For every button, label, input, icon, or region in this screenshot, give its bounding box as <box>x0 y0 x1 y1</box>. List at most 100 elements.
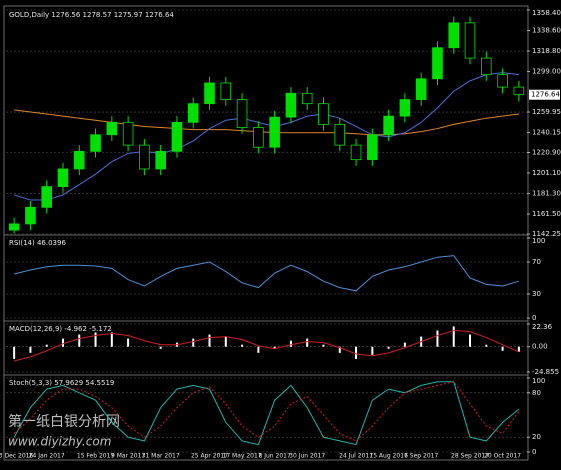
macd-bar <box>355 346 358 359</box>
candle-body <box>8 223 20 231</box>
macd-bar <box>501 346 504 351</box>
y-tick-label: 1142.25 <box>532 230 561 238</box>
candle-body <box>73 150 85 170</box>
y-tick-label: 1220.90 <box>532 148 561 156</box>
macd-bar <box>338 346 341 353</box>
y-tick-label: 100 <box>532 377 545 385</box>
y-tick-label: 1318.80 <box>532 47 561 55</box>
macd-bar <box>159 346 162 349</box>
panel-title: GOLD,Daily 1276.56 1278.57 1275.97 1276.… <box>9 11 174 19</box>
candle-body <box>204 82 215 105</box>
y-tick-label: 0 <box>532 314 536 322</box>
candle-body <box>301 92 313 105</box>
y-tick-label: 1201.10 <box>532 169 561 177</box>
y-tick-label: 30 <box>532 290 541 298</box>
macd-bar <box>94 332 97 347</box>
y-tick-label: 1259.95 <box>532 108 561 116</box>
macd-bar <box>322 344 325 347</box>
macd-bar <box>517 346 520 352</box>
candle-body <box>25 206 36 225</box>
candle-body <box>220 82 232 100</box>
y-tick-label: 20 <box>532 433 541 441</box>
macd-bar <box>436 330 439 347</box>
macd-bar <box>403 342 406 347</box>
macd-bar <box>192 338 195 347</box>
x-tick-label: 28 Sep 2017 <box>451 453 489 460</box>
y-tick-label: 1181.30 <box>532 190 561 198</box>
y-tick-label: 22.36 <box>532 323 553 331</box>
macd-bar <box>29 346 32 353</box>
x-tick-label: 8 Jun 2017 <box>259 453 291 460</box>
moving-average <box>14 109 519 136</box>
y-tick-label: 70 <box>532 258 541 266</box>
macd-bar <box>127 338 130 347</box>
x-tick-label: 9 Mar 2017 <box>111 453 145 460</box>
x-tick-label: 31 Mar 2017 <box>142 453 180 460</box>
rsi-line <box>14 255 520 292</box>
y-tick-label: 80 <box>532 389 541 397</box>
candle-body <box>513 86 525 96</box>
candle-body <box>464 22 476 59</box>
stoch-main <box>13 381 520 446</box>
y-tick-label: 1240.15 <box>532 129 561 137</box>
y-tick-label: -24.855 <box>532 368 559 376</box>
macd-bar <box>387 346 390 349</box>
macd-bar <box>78 334 81 347</box>
candle-body <box>187 103 199 123</box>
y-tick-label: 0.00 <box>532 343 548 351</box>
x-tick-label: 24 Jul 2017 <box>339 453 373 460</box>
macd-bar <box>289 340 292 347</box>
x-tick-label: 15 Aug 2017 <box>369 453 408 460</box>
macd-bar <box>208 334 211 347</box>
x-tick-label: 17 May 2017 <box>223 453 262 460</box>
panel-title: Stoch(5,3,3) 57.9629 54.5519 <box>9 379 114 387</box>
macd-bar <box>469 334 472 347</box>
y-tick-label: 0 <box>532 448 536 456</box>
macd-bar <box>45 344 48 347</box>
candle-body <box>367 134 378 161</box>
frame <box>3 5 529 461</box>
macd-bar <box>241 344 244 347</box>
candle-body <box>383 115 394 136</box>
candle-body <box>432 47 443 80</box>
moving-average <box>13 72 519 201</box>
macd-bar <box>13 346 16 359</box>
candle-body <box>41 186 52 208</box>
x-tick-label: 24 Jan 2017 <box>29 453 65 460</box>
candle-body <box>171 121 183 152</box>
macd-bar <box>110 332 113 347</box>
watermark-name: 第一纸白银分析网 <box>8 413 120 430</box>
y-tick-label: 1358.40 <box>532 9 561 17</box>
price-tag-label: 1276.64 <box>531 91 560 99</box>
candle-body <box>106 121 118 136</box>
candle-body <box>236 99 248 128</box>
macd-bar <box>257 346 260 353</box>
y-tick-label: 100 <box>532 237 545 245</box>
candle-body <box>253 127 264 148</box>
macd-bar <box>273 346 276 349</box>
y-tick-label: 1161.50 <box>532 210 561 218</box>
candle-body <box>334 124 346 146</box>
panel-title: MACD(12,26,9) -4.962 -5.172 <box>9 325 112 333</box>
candle-body <box>448 22 460 49</box>
macd-bar <box>485 344 488 347</box>
macd-signal <box>14 329 520 362</box>
macd-bar <box>452 326 455 347</box>
y-tick-label: 1338.60 <box>532 27 561 35</box>
y-tick-label: 1299.00 <box>532 68 561 76</box>
x-tick-label: 20 Oct 2017 <box>484 453 521 460</box>
macd-bar <box>306 338 309 347</box>
stoch-signal <box>13 381 520 442</box>
macd-bar <box>61 338 64 347</box>
candle-body <box>415 78 427 100</box>
candle-body <box>269 116 280 148</box>
candle-body <box>122 121 134 146</box>
candle-body <box>350 144 362 161</box>
candle-body <box>139 144 150 170</box>
x-tick-label: 15 Feb 2017 <box>77 453 115 460</box>
candle-body <box>399 99 411 117</box>
candle-body <box>497 74 508 88</box>
macd-bar <box>371 346 374 355</box>
candle-body <box>318 103 329 125</box>
candle-body <box>90 134 101 152</box>
